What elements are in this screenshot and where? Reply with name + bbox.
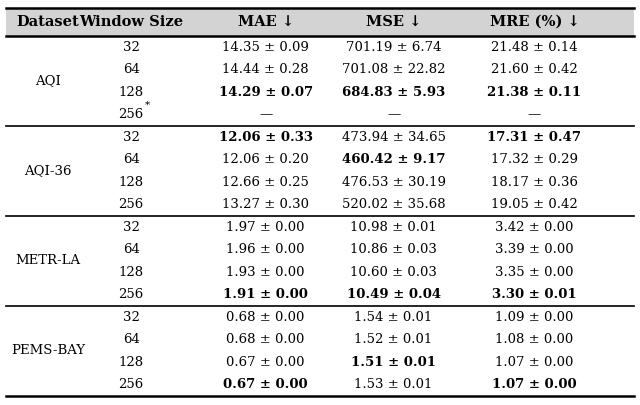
Text: 1.53 ± 0.01: 1.53 ± 0.01 (355, 378, 433, 391)
Text: 14.44 ± 0.28: 14.44 ± 0.28 (222, 63, 309, 76)
Text: PEMS-BAY: PEMS-BAY (11, 345, 85, 358)
Text: 18.17 ± 0.36: 18.17 ± 0.36 (491, 176, 578, 189)
Text: 13.27 ± 0.30: 13.27 ± 0.30 (222, 198, 309, 211)
Text: 0.68 ± 0.00: 0.68 ± 0.00 (227, 333, 305, 346)
Text: 128: 128 (118, 266, 144, 279)
Text: —: — (528, 108, 541, 121)
Text: 17.32 ± 0.29: 17.32 ± 0.29 (491, 153, 578, 166)
Text: METR-LA: METR-LA (15, 254, 81, 267)
Text: 32: 32 (123, 221, 140, 234)
Text: 684.83 ± 5.93: 684.83 ± 5.93 (342, 86, 445, 99)
Text: 12.06 ± 0.20: 12.06 ± 0.20 (222, 153, 309, 166)
Text: 21.38 ± 0.11: 21.38 ± 0.11 (487, 86, 582, 99)
Text: 12.66 ± 0.25: 12.66 ± 0.25 (222, 176, 309, 189)
Text: MRE (%) ↓: MRE (%) ↓ (490, 15, 579, 29)
Text: 3.30 ± 0.01: 3.30 ± 0.01 (492, 288, 577, 301)
Text: 1.97 ± 0.00: 1.97 ± 0.00 (227, 221, 305, 234)
Text: 10.86 ± 0.03: 10.86 ± 0.03 (350, 243, 437, 256)
Text: 21.48 ± 0.14: 21.48 ± 0.14 (491, 41, 578, 54)
Text: 10.98 ± 0.01: 10.98 ± 0.01 (350, 221, 437, 234)
Text: 701.19 ± 6.74: 701.19 ± 6.74 (346, 41, 442, 54)
Text: 21.60 ± 0.42: 21.60 ± 0.42 (491, 63, 578, 76)
Text: 476.53 ± 30.19: 476.53 ± 30.19 (342, 176, 445, 189)
Text: —: — (387, 108, 400, 121)
Text: 128: 128 (118, 176, 144, 189)
Text: 1.96 ± 0.00: 1.96 ± 0.00 (227, 243, 305, 256)
Text: 64: 64 (123, 63, 140, 76)
Text: 1.07 ± 0.00: 1.07 ± 0.00 (492, 378, 577, 391)
Text: 1.08 ± 0.00: 1.08 ± 0.00 (495, 333, 573, 346)
Text: MSE ↓: MSE ↓ (366, 15, 421, 29)
Text: 0.68 ± 0.00: 0.68 ± 0.00 (227, 311, 305, 324)
Text: 64: 64 (123, 153, 140, 166)
Text: 128: 128 (118, 86, 144, 99)
Text: AQI-36: AQI-36 (24, 164, 72, 177)
Text: 0.67 ± 0.00: 0.67 ± 0.00 (227, 356, 305, 369)
Text: 1.91 ± 0.00: 1.91 ± 0.00 (223, 288, 308, 301)
Text: 256: 256 (118, 288, 144, 301)
Text: MAE ↓: MAE ↓ (237, 15, 294, 29)
Text: —: — (259, 108, 272, 121)
Text: 32: 32 (123, 311, 140, 324)
Text: 10.60 ± 0.03: 10.60 ± 0.03 (350, 266, 437, 279)
Text: 3.42 ± 0.00: 3.42 ± 0.00 (495, 221, 573, 234)
Text: 0.67 ± 0.00: 0.67 ± 0.00 (223, 378, 308, 391)
Text: 32: 32 (123, 41, 140, 54)
Text: 1.93 ± 0.00: 1.93 ± 0.00 (227, 266, 305, 279)
Text: 128: 128 (118, 356, 144, 369)
Text: 256: 256 (118, 198, 144, 211)
Text: 256: 256 (118, 108, 144, 121)
Text: AQI: AQI (35, 75, 61, 87)
Text: 1.54 ± 0.01: 1.54 ± 0.01 (355, 311, 433, 324)
Text: 1.51 ± 0.01: 1.51 ± 0.01 (351, 356, 436, 369)
Text: 1.09 ± 0.00: 1.09 ± 0.00 (495, 311, 573, 324)
Text: 473.94 ± 34.65: 473.94 ± 34.65 (342, 131, 445, 144)
Text: 460.42 ± 9.17: 460.42 ± 9.17 (342, 153, 445, 166)
Text: 64: 64 (123, 243, 140, 256)
Text: 12.06 ± 0.33: 12.06 ± 0.33 (219, 131, 312, 144)
Text: 64: 64 (123, 333, 140, 346)
Text: 32: 32 (123, 131, 140, 144)
Bar (6, 8, 634, 36)
Text: 3.39 ± 0.00: 3.39 ± 0.00 (495, 243, 573, 256)
Text: 14.29 ± 0.07: 14.29 ± 0.07 (218, 86, 313, 99)
Text: 520.02 ± 35.68: 520.02 ± 35.68 (342, 198, 445, 211)
Text: 3.35 ± 0.00: 3.35 ± 0.00 (495, 266, 573, 279)
Text: 1.52 ± 0.01: 1.52 ± 0.01 (355, 333, 433, 346)
Text: 10.49 ± 0.04: 10.49 ± 0.04 (346, 288, 441, 301)
Text: 17.31 ± 0.47: 17.31 ± 0.47 (488, 131, 581, 144)
Text: Dataset: Dataset (17, 15, 79, 29)
Text: 701.08 ± 22.82: 701.08 ± 22.82 (342, 63, 445, 76)
Text: Window Size: Window Size (79, 15, 183, 29)
Text: 19.05 ± 0.42: 19.05 ± 0.42 (491, 198, 578, 211)
Text: 256: 256 (118, 378, 144, 391)
Text: 14.35 ± 0.09: 14.35 ± 0.09 (222, 41, 309, 54)
Text: 1.07 ± 0.00: 1.07 ± 0.00 (495, 356, 573, 369)
Text: *: * (145, 100, 150, 109)
